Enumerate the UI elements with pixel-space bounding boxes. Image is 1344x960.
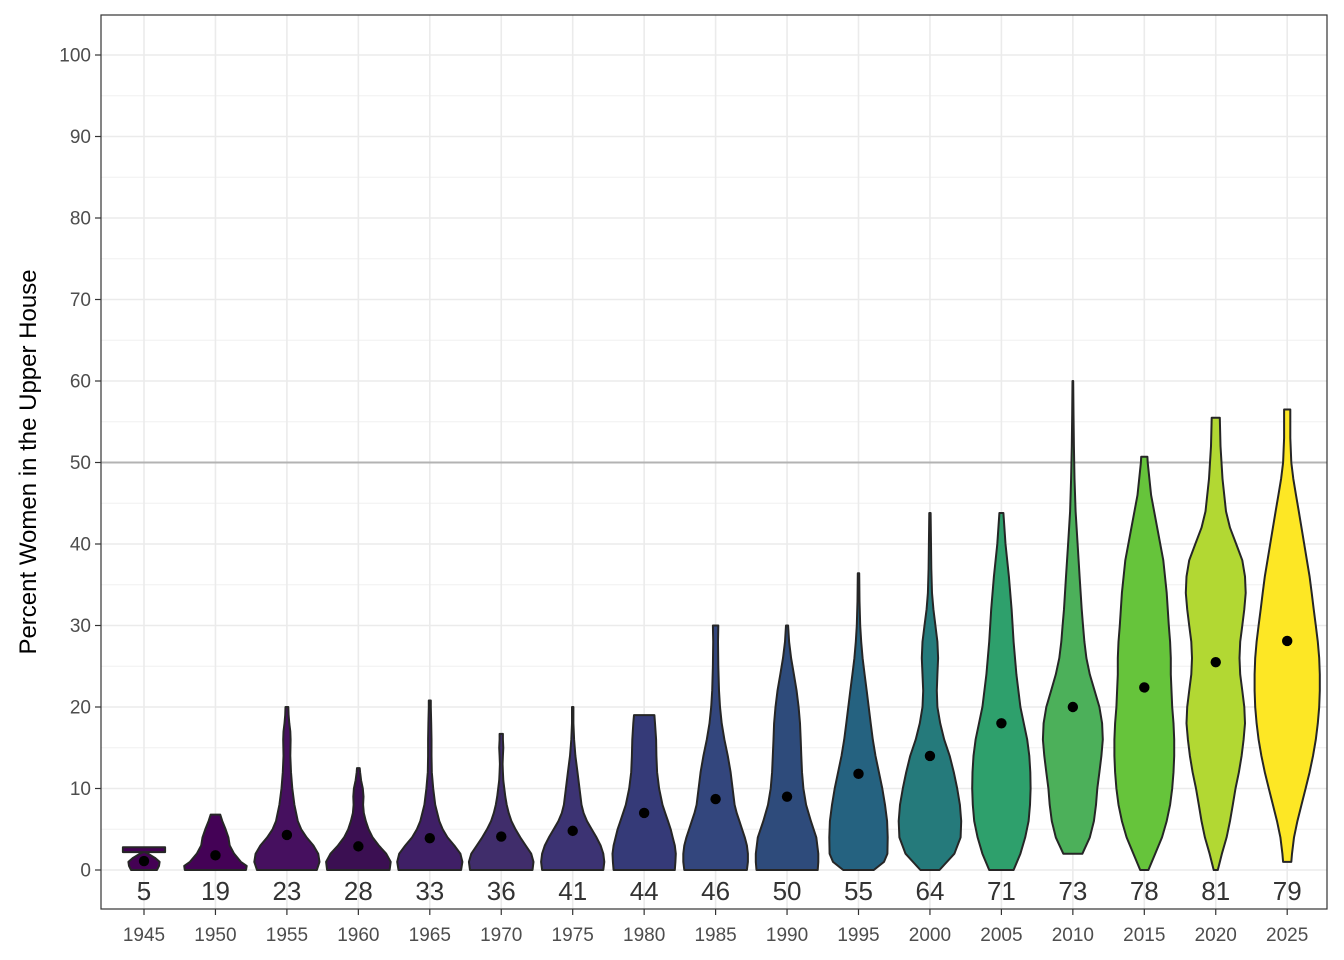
mean-point-1965: [424, 833, 435, 844]
mean-point-1960: [353, 841, 364, 852]
count-label-1955: 23: [272, 876, 301, 906]
x-tick-label: 2015: [1123, 925, 1165, 946]
count-label-2000: 64: [915, 876, 944, 906]
violin-1980: [611, 714, 677, 871]
x-axis: 1945 1950 1955 1960 1965 1970 1975 1980 1985 1990…: [123, 909, 1308, 946]
count-label-2025: 79: [1273, 876, 1302, 906]
violin-2025: [1253, 408, 1321, 863]
y-tick-label: 60: [70, 372, 91, 393]
x-tick-label: 1965: [409, 925, 451, 946]
y-axis-title: Percent Women in the Upper House: [15, 269, 42, 654]
mean-point-1955: [281, 829, 293, 841]
count-label-1975: 41: [558, 876, 587, 906]
y-tick-label: 30: [70, 616, 91, 637]
x-tick-label: 1995: [837, 925, 879, 946]
x-tick-label: 1985: [694, 925, 736, 946]
count-label-1950: 19: [201, 876, 230, 906]
violin-2015: [1113, 455, 1176, 871]
x-tick-label: 2010: [1052, 925, 1094, 946]
x-tick-label: 2025: [1266, 925, 1308, 946]
violin-2020: [1184, 416, 1247, 871]
violin-layer: [121, 380, 1321, 871]
count-label-1985: 46: [701, 876, 730, 906]
y-tick-label: 20: [70, 698, 91, 719]
violin-2000: [897, 512, 963, 871]
mean-point-2010: [1067, 701, 1079, 713]
violin-1985: [682, 624, 749, 871]
violin-1970: [467, 732, 535, 871]
x-tick-label: 2000: [909, 925, 951, 946]
x-tick-label: 1980: [623, 925, 665, 946]
count-label-1990: 50: [773, 876, 802, 906]
violin-2005: [971, 512, 1032, 871]
mean-point-1945: [138, 855, 150, 867]
mean-point-2025: [1282, 635, 1293, 647]
x-tick-label: 1960: [337, 925, 379, 946]
mean-point-1980: [638, 807, 650, 819]
violin-1990: [754, 624, 820, 871]
count-label-2010: 73: [1058, 876, 1087, 906]
x-tick-label: 1945: [123, 925, 165, 946]
mean-point-1990: [781, 791, 793, 802]
count-label-2020: 81: [1201, 876, 1230, 906]
violin-1965: [396, 699, 464, 871]
mean-points-layer: [138, 635, 1293, 867]
mean-point-1950: [210, 850, 221, 861]
y-tick-label: 80: [70, 209, 91, 230]
count-label-1960: 28: [344, 876, 373, 906]
count-label-1980: 44: [630, 876, 659, 906]
violin-1995: [828, 572, 889, 871]
y-tick-label: 90: [70, 127, 91, 148]
count-label-1965: 33: [415, 876, 444, 906]
y-tick-label: 0: [80, 861, 91, 882]
y-tick-label: 100: [59, 46, 91, 67]
y-tick-label: 40: [70, 535, 91, 556]
mean-point-1970: [496, 831, 507, 842]
mean-point-2020: [1210, 656, 1221, 668]
mean-point-2000: [924, 750, 936, 762]
x-tick-label: 2005: [980, 925, 1022, 946]
mean-point-2005: [996, 718, 1007, 729]
y-axis: 0 10 20 30 40 50 60 70 80 90 100: [59, 46, 101, 882]
x-tick-label: 1990: [766, 925, 808, 946]
x-tick-label: 1970: [480, 925, 522, 946]
violin-1955: [253, 706, 321, 871]
count-label-1945: 5: [137, 876, 151, 906]
x-tick-label: 1955: [266, 925, 308, 946]
count-label-1970: 36: [487, 876, 516, 906]
count-label-2005: 71: [987, 876, 1016, 906]
violin-1960: [325, 767, 392, 871]
x-tick-label: 1950: [194, 925, 236, 946]
violin-1950: [183, 813, 248, 871]
count-labels-layer: 5 19 23 28 33 36 41 44 46 50 55 64 71 73 78 81 79: [137, 876, 1302, 906]
mean-point-2015: [1139, 682, 1150, 693]
count-label-2015: 78: [1130, 876, 1159, 906]
x-tick-label: 1975: [552, 925, 594, 946]
mean-point-1985: [710, 793, 721, 805]
violin-1975: [540, 706, 606, 871]
count-label-1995: 55: [844, 876, 873, 906]
mean-point-1995: [853, 768, 864, 780]
y-tick-label: 70: [70, 290, 91, 311]
y-tick-label: 50: [70, 453, 91, 474]
y-tick-label: 10: [70, 779, 91, 800]
x-tick-label: 2020: [1195, 925, 1237, 946]
mean-point-1975: [567, 825, 578, 837]
violin-2010: [1041, 380, 1104, 855]
